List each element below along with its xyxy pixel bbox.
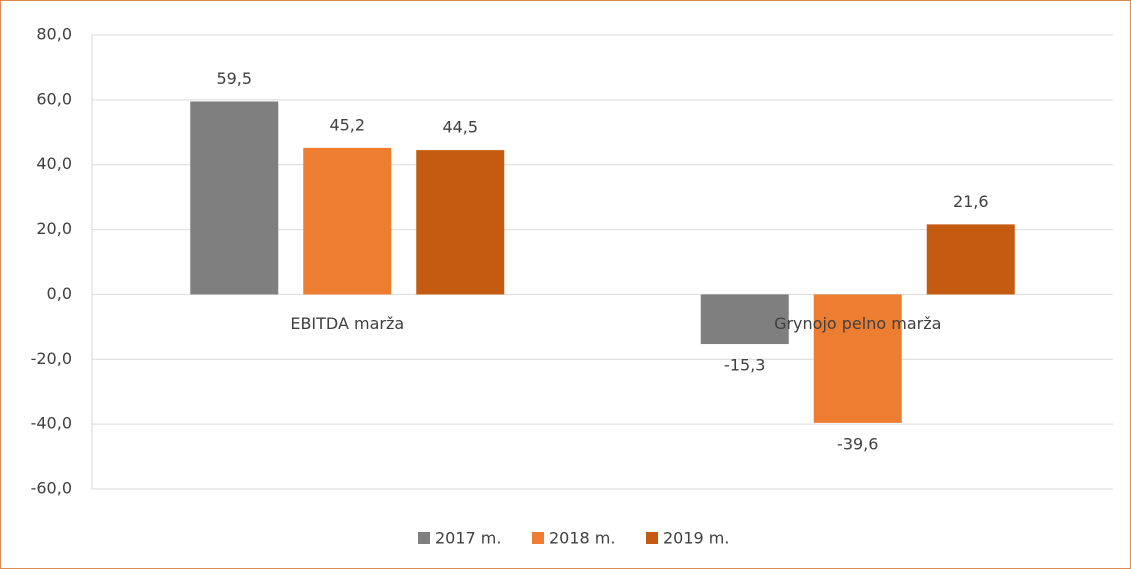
- y-tick-label: 80,0: [36, 25, 72, 44]
- value-label: 59,5: [216, 69, 252, 88]
- y-tick-label: 0,0: [47, 284, 72, 303]
- y-tick-label: 40,0: [36, 154, 72, 173]
- y-tick-label: 20,0: [36, 219, 72, 238]
- legend-swatch: [418, 532, 430, 544]
- value-label: -15,3: [724, 356, 765, 375]
- bar: [813, 294, 902, 423]
- y-tick-label: -20,0: [31, 349, 72, 368]
- legend-swatch: [646, 532, 658, 544]
- bar: [190, 101, 279, 295]
- legend-label: 2018 m.: [549, 529, 615, 548]
- bar: [700, 294, 789, 345]
- category-label: Grynojo pelno marža: [774, 314, 941, 333]
- y-tick-label: -40,0: [31, 414, 72, 433]
- value-label: 21,6: [953, 192, 989, 211]
- y-tick-label: 60,0: [36, 89, 72, 108]
- legend-swatch: [532, 532, 544, 544]
- legend-label: 2017 m.: [435, 529, 501, 548]
- bar: [303, 147, 392, 295]
- bar: [416, 150, 505, 295]
- value-label: 44,5: [442, 118, 478, 137]
- value-label: 45,2: [329, 115, 365, 134]
- category-label: EBITDA marža: [290, 314, 404, 333]
- legend-label: 2019 m.: [663, 529, 729, 548]
- y-tick-label: -60,0: [31, 479, 72, 498]
- value-label: -39,6: [837, 434, 878, 453]
- bar: [926, 224, 1015, 295]
